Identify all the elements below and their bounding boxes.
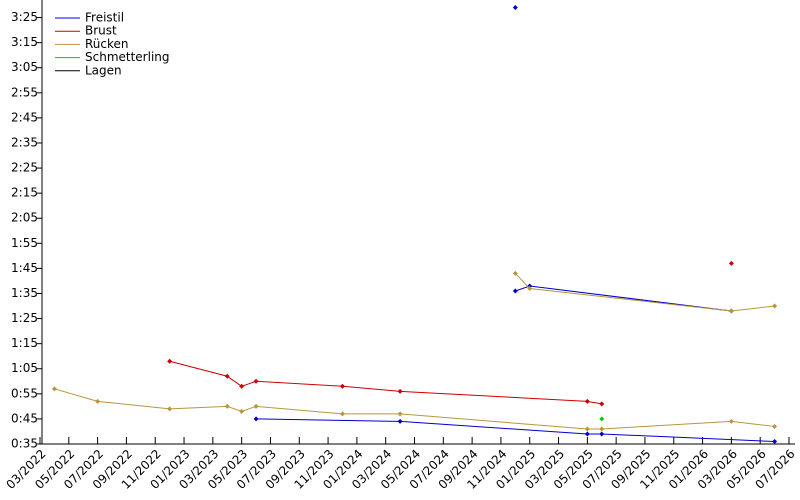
data-point	[224, 403, 230, 409]
y-tick-label: 3:15	[11, 35, 38, 49]
legend-label: Rücken	[85, 37, 129, 51]
legend-label: Brust	[85, 24, 117, 38]
y-tick-label: 3:25	[11, 10, 38, 24]
y-tick-label: 0:35	[11, 437, 38, 451]
legend-label: Freistil	[85, 11, 124, 25]
data-point	[253, 378, 259, 384]
data-point	[253, 416, 259, 422]
data-point	[772, 438, 778, 444]
y-tick-label: 2:35	[11, 135, 38, 149]
data-point	[584, 426, 590, 432]
data-point	[584, 398, 590, 404]
y-tick-label: 0:55	[11, 386, 38, 400]
y-tick-label: 1:15	[11, 336, 38, 350]
data-point	[512, 288, 518, 294]
y-tick-label: 1:05	[11, 361, 38, 375]
y-tick-label: 2:15	[11, 186, 38, 200]
data-point	[599, 416, 605, 422]
data-point	[728, 418, 734, 424]
data-point	[253, 403, 259, 409]
data-point	[772, 303, 778, 309]
data-point	[397, 411, 403, 417]
series-line	[54, 273, 775, 430]
data-point	[584, 431, 590, 437]
data-point	[239, 408, 245, 414]
data-point	[599, 431, 605, 437]
y-tick-label: 1:35	[11, 286, 38, 300]
data-point	[339, 383, 345, 389]
data-point	[728, 260, 734, 266]
y-tick-label: 2:45	[11, 110, 38, 124]
data-point	[167, 406, 173, 412]
data-point	[599, 401, 605, 407]
data-point	[512, 5, 518, 11]
series-line	[170, 263, 732, 403]
y-tick-label: 1:45	[11, 261, 38, 275]
data-point	[339, 411, 345, 417]
data-point	[239, 383, 245, 389]
data-point	[167, 358, 173, 364]
y-tick-label: 0:45	[11, 411, 38, 425]
legend-label: Lagen	[85, 63, 122, 77]
data-point	[51, 386, 57, 392]
data-point	[397, 388, 403, 394]
y-tick-label: 2:25	[11, 161, 38, 175]
data-point	[95, 398, 101, 404]
series-line	[256, 8, 775, 442]
data-point	[599, 426, 605, 432]
data-point	[527, 285, 533, 291]
data-point	[224, 373, 230, 379]
y-tick-label: 1:25	[11, 311, 38, 325]
y-tick-label: 2:05	[11, 211, 38, 225]
y-tick-label: 2:55	[11, 85, 38, 99]
data-point	[772, 423, 778, 429]
legend-label: Schmetterling	[85, 50, 170, 64]
data-point	[397, 418, 403, 424]
data-point	[728, 308, 734, 314]
data-point	[512, 270, 518, 276]
y-tick-label: 1:55	[11, 236, 38, 250]
y-tick-label: 3:05	[11, 60, 38, 74]
